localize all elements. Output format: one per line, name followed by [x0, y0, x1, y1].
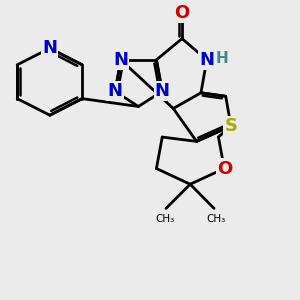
Text: O: O	[217, 160, 232, 178]
Text: S: S	[224, 117, 238, 135]
Text: N: N	[155, 82, 170, 100]
Text: N: N	[108, 82, 123, 100]
Text: CH₃: CH₃	[206, 214, 225, 224]
Text: H: H	[216, 51, 228, 66]
Text: CH₃: CH₃	[155, 214, 174, 224]
Text: N: N	[42, 39, 57, 57]
Text: O: O	[174, 4, 190, 22]
Text: N: N	[199, 51, 214, 69]
Text: N: N	[113, 51, 128, 69]
